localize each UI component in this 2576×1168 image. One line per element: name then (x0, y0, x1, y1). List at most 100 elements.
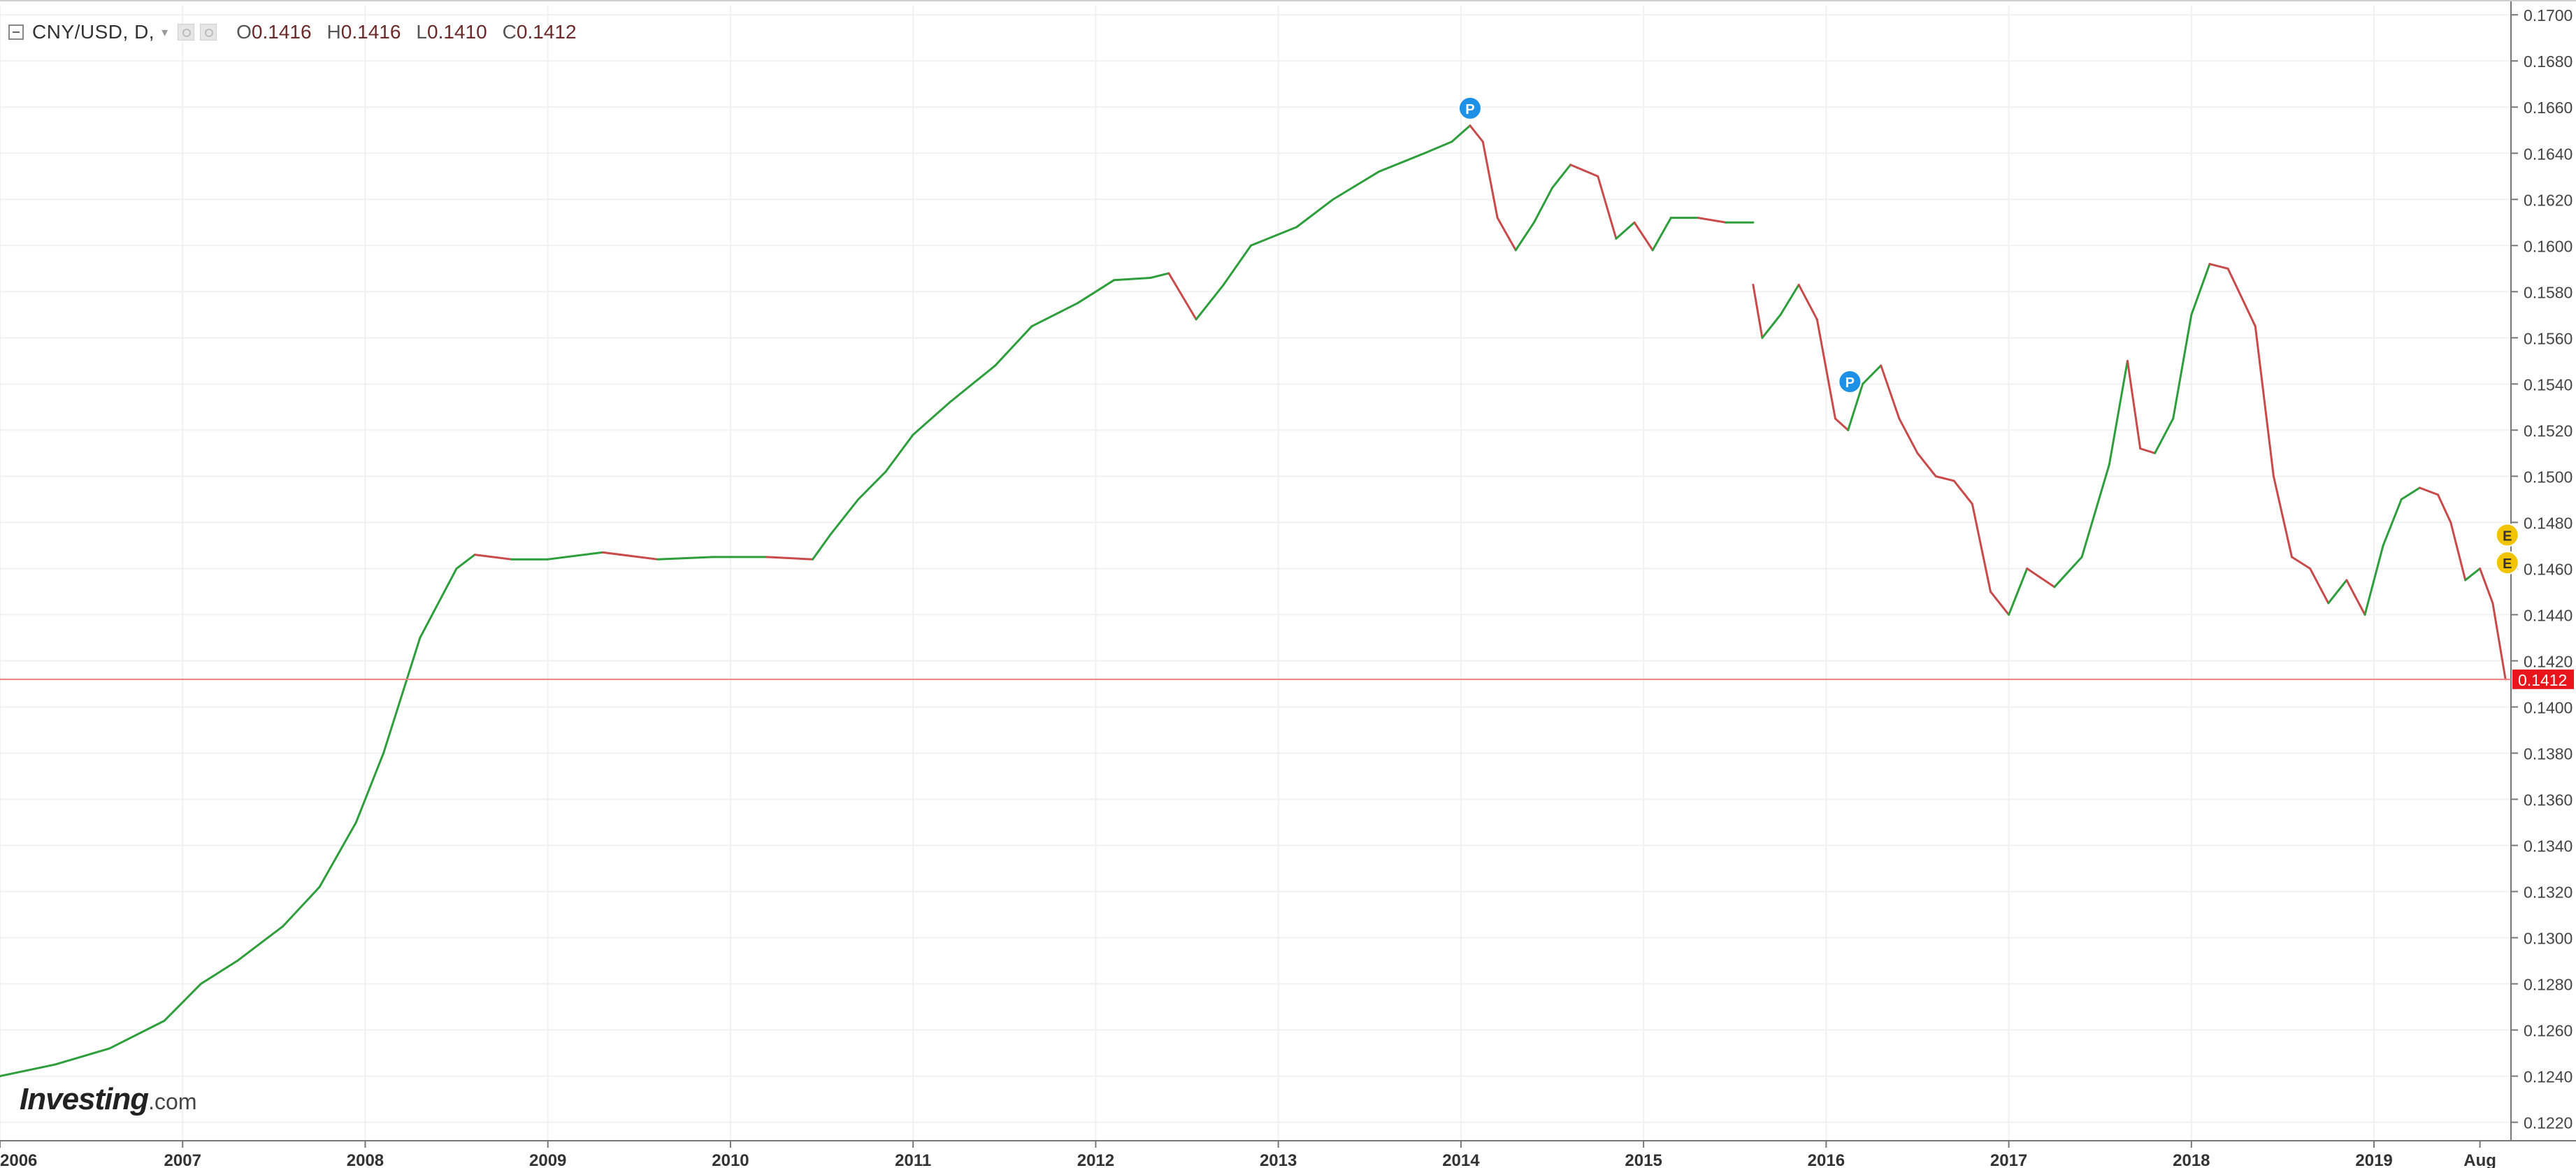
price-segment (2363, 544, 2384, 616)
chevron-down-icon[interactable]: ▾ (161, 24, 168, 39)
logo-brand: Investing (20, 1082, 149, 1116)
event-marker-label: P (1845, 375, 1855, 391)
price-segment (812, 533, 833, 561)
price-segment (108, 1019, 166, 1050)
price-segment (547, 551, 604, 561)
event-marker-label: E (2503, 556, 2512, 572)
price-segment (2382, 498, 2403, 547)
y-tick-label: 0.1680 (2524, 52, 2573, 71)
settings-icon[interactable] (200, 24, 217, 41)
price-segment (2291, 556, 2312, 570)
event-marker (2495, 523, 2519, 547)
price-segment (1551, 164, 1572, 189)
close-key: C (502, 21, 517, 43)
price-segment (601, 551, 659, 561)
price-segment (1469, 124, 1484, 143)
price-segment (2327, 579, 2348, 605)
price-segment (1423, 140, 1453, 154)
settings-icon[interactable] (178, 24, 195, 41)
event-marker (1838, 370, 1862, 394)
y-tick-label: 0.1420 (2524, 652, 2573, 670)
price-segment (1167, 272, 1197, 321)
price-segment (2190, 263, 2211, 316)
y-tick-label: 0.1580 (2524, 283, 2573, 301)
price-segment (1989, 590, 2010, 616)
x-tick-label: Aug (2463, 1151, 2496, 1168)
event-marker-label: P (1465, 102, 1474, 117)
price-segment (1971, 503, 1992, 593)
price-segment (1952, 480, 1973, 505)
price-segment (2026, 567, 2056, 589)
price-segment (1597, 175, 1618, 240)
symbol-legend: CNY/USD, D, ▾ O0.1416 H0.1416 L0.1410 C0… (8, 18, 577, 46)
last-price-badge (2512, 669, 2574, 689)
price-segment (163, 983, 202, 1022)
price-segment (1195, 283, 1225, 321)
x-tick-label: 2013 (1260, 1151, 1297, 1168)
price-segment (1249, 226, 1298, 247)
collapse-icon[interactable] (8, 24, 24, 40)
x-tick-label: 2009 (529, 1151, 566, 1168)
price-segment (473, 554, 512, 561)
x-tick-label: 2018 (2173, 1151, 2210, 1168)
y-tick-label: 0.1440 (2524, 606, 2573, 624)
event-marker (1458, 96, 1482, 120)
price-segment (1295, 198, 1334, 229)
price-segment (948, 364, 997, 404)
price-segment (2309, 567, 2330, 605)
last-price-label: 0.1412 (2518, 671, 2567, 689)
price-segment (1779, 283, 1800, 316)
price-segment (656, 556, 714, 561)
price-segment (1113, 276, 1152, 282)
price-segment (1916, 452, 1937, 477)
y-tick-label: 0.1600 (2524, 237, 2573, 255)
price-segment (318, 821, 357, 888)
y-tick-label: 0.1220 (2524, 1114, 2573, 1132)
price-segment (1030, 302, 1079, 328)
x-tick-label: 2014 (1442, 1151, 1480, 1168)
x-tick-label: 2017 (1990, 1151, 2027, 1168)
close-value: 0.1412 (516, 21, 577, 43)
price-segment (2172, 313, 2193, 420)
price-segment (1222, 244, 1252, 286)
price-segment (2400, 486, 2421, 500)
logo-suffix: .com (148, 1089, 197, 1114)
open-value: 0.1416 (251, 21, 312, 43)
price-segment (1862, 364, 1883, 385)
price-segment (2139, 447, 2157, 454)
price-segment (199, 960, 239, 986)
price-segment (419, 567, 458, 639)
y-tick-label: 0.1640 (2524, 145, 2573, 163)
price-segment (857, 470, 887, 500)
x-tick-label: 2007 (164, 1151, 201, 1168)
price-segment (2345, 579, 2366, 616)
y-tick-label: 0.1560 (2524, 329, 2573, 347)
price-segment (1149, 272, 1170, 279)
price-segment (1514, 221, 1535, 252)
price-segment (2208, 263, 2229, 270)
y-tick-label: 0.1380 (2524, 744, 2573, 763)
y-tick-label: 0.1500 (2524, 468, 2573, 486)
y-tick-label: 0.1660 (2524, 99, 2573, 117)
price-segment (354, 751, 385, 823)
price-segment (455, 554, 476, 570)
x-tick-label: 2006 (0, 1151, 37, 1168)
ohlc-readout: O0.1416 H0.1416 L0.1410 C0.1412 (236, 21, 576, 43)
high-key: H (326, 21, 341, 43)
price-segment (1797, 283, 1818, 321)
y-tick-label: 0.1480 (2524, 514, 2573, 532)
event-marker (2495, 551, 2519, 575)
price-segment (2108, 359, 2129, 466)
price-segment (765, 556, 814, 561)
x-tick-label: 2011 (895, 1151, 931, 1168)
x-tick-label: 2010 (712, 1151, 749, 1168)
y-tick-label: 0.1400 (2524, 698, 2573, 716)
y-tick-label: 0.1700 (2524, 6, 2573, 24)
price-segment (236, 925, 285, 962)
price-segment (2272, 475, 2294, 558)
price-segment (1496, 217, 1517, 252)
y-tick-label: 0.1260 (2524, 1022, 2573, 1040)
x-tick-label: 2019 (2355, 1151, 2392, 1168)
